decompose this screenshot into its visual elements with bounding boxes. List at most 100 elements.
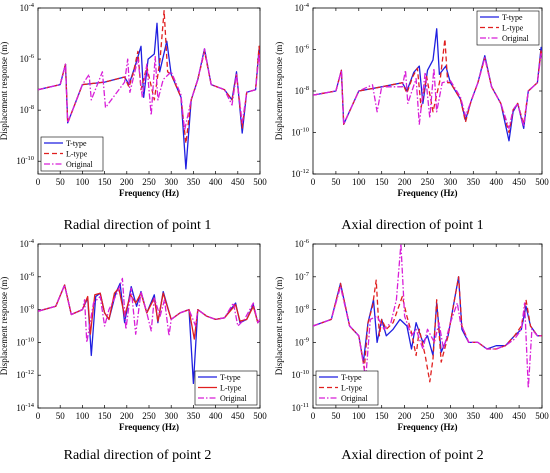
- series-l-type: [38, 9, 260, 145]
- y-axis-label: Displacement response (m): [0, 42, 9, 140]
- x-tick-label: 200: [120, 411, 134, 421]
- x-tick-label: 350: [187, 411, 201, 421]
- series-group: [38, 277, 260, 385]
- caption-axial-point-1: Axial direction of point 1: [341, 218, 484, 233]
- x-tick-label: 450: [231, 177, 245, 187]
- legend-entry: Original: [220, 394, 247, 403]
- chart-4: 0 50 100 150 200 250 300 350 400 450 500 10-11 10-10…: [274, 238, 549, 432]
- caption-radial-point-2: Radial direction of point 2: [63, 448, 212, 463]
- chart-2: 0 50 100 150 200 250 300 350 400 450 500 10-12 10-10…: [274, 2, 549, 198]
- x-axis-label: Frequency (Hz): [119, 422, 179, 432]
- legend-entry: L-type: [220, 384, 242, 393]
- y-tick-label: 10-8: [20, 104, 34, 115]
- y-tick-label: 10-4: [20, 238, 35, 249]
- legend-entry: T-type: [220, 373, 241, 382]
- x-tick-label: 100: [352, 177, 366, 187]
- y-tick-label: 10-14: [16, 402, 34, 413]
- x-tick-label: 450: [512, 177, 526, 187]
- x-tick-label: 450: [231, 411, 245, 421]
- caption-axial-point-2: Axial direction of point 2: [341, 448, 484, 463]
- x-tick-label: 400: [209, 411, 223, 421]
- y-tick-label: 10-10: [291, 127, 309, 138]
- x-tick-label: 400: [489, 411, 503, 421]
- legend-entry: L-type: [502, 24, 524, 33]
- x-tick-label: 350: [467, 411, 481, 421]
- x-tick-label: 400: [209, 177, 223, 187]
- series-group: [313, 28, 542, 142]
- x-tick-label: 250: [142, 177, 156, 187]
- legend-entry: T-type: [502, 13, 523, 22]
- x-tick-label: 350: [187, 177, 201, 187]
- x-tick-label: 50: [331, 411, 341, 421]
- y-tick-label: 10-10: [16, 336, 34, 347]
- series-l-type: [38, 284, 260, 340]
- x-tick-label: 450: [512, 411, 526, 421]
- x-tick-label: 0: [36, 177, 41, 187]
- x-tick-label: 500: [535, 411, 549, 421]
- legend-entry: Original: [341, 394, 368, 403]
- x-tick-label: 300: [444, 177, 458, 187]
- x-tick-label: 100: [352, 411, 366, 421]
- y-tick-label: 10-9: [295, 336, 309, 347]
- legend-entry: T-type: [66, 139, 87, 148]
- x-tick-label: 100: [76, 177, 90, 187]
- x-tick-label: 200: [120, 177, 134, 187]
- y-tick-label: 10-4: [295, 2, 310, 13]
- y-tick-label: 10-6: [20, 271, 35, 282]
- series-l-type: [313, 276, 542, 383]
- y-tick-label: 10-6: [295, 44, 310, 55]
- chart-1: 0 50 100 150 200 250 300 350 400 450 500 10-10 10-8 1…: [0, 2, 267, 198]
- series-original: [313, 244, 542, 389]
- y-tick-label: 10-8: [20, 304, 34, 315]
- y-tick-label: 10-11: [292, 402, 309, 413]
- x-tick-label: 100: [76, 411, 90, 421]
- y-tick-label: 10-4: [20, 2, 35, 13]
- x-tick-label: 200: [398, 177, 412, 187]
- legend-entry: Original: [66, 160, 93, 169]
- x-tick-label: 500: [253, 411, 267, 421]
- y-tick-label: 10-10: [16, 155, 34, 166]
- y-tick-label: 10-6: [295, 238, 310, 249]
- x-tick-label: 0: [311, 411, 316, 421]
- x-tick-label: 150: [98, 177, 112, 187]
- legend-entry: L-type: [66, 150, 88, 159]
- x-tick-label: 200: [398, 411, 412, 421]
- series-original: [38, 48, 260, 132]
- series-group: [313, 244, 542, 389]
- y-tick-label: 10-12: [16, 369, 34, 380]
- x-axis-label: Frequency (Hz): [119, 188, 179, 198]
- y-tick-label: 10-12: [291, 168, 309, 179]
- x-tick-label: 150: [375, 411, 389, 421]
- x-tick-label: 300: [164, 177, 178, 187]
- x-tick-label: 0: [36, 411, 41, 421]
- series-original: [313, 53, 542, 130]
- y-tick-label: 10-10: [291, 369, 309, 380]
- x-tick-label: 250: [421, 411, 435, 421]
- x-tick-label: 350: [467, 177, 481, 187]
- x-tick-label: 0: [311, 177, 316, 187]
- y-tick-label: 10-7: [295, 271, 310, 282]
- x-tick-label: 300: [164, 411, 178, 421]
- y-axis-label: Displacement response (m): [274, 277, 284, 375]
- x-tick-label: 50: [56, 177, 66, 187]
- caption-radial-point-1: Radial direction of point 1: [63, 218, 212, 233]
- x-tick-label: 50: [56, 411, 66, 421]
- series-t-type: [38, 22, 260, 170]
- x-tick-label: 500: [535, 177, 549, 187]
- legend-entry: Original: [502, 34, 529, 43]
- x-tick-label: 250: [142, 411, 156, 421]
- series-t-type: [38, 282, 260, 385]
- x-tick-label: 150: [375, 177, 389, 187]
- series-l-type: [313, 38, 542, 134]
- x-axis-label: Frequency (Hz): [397, 188, 457, 198]
- x-tick-label: 400: [489, 177, 503, 187]
- series-t-type: [313, 276, 542, 363]
- series-original: [38, 277, 260, 344]
- x-tick-label: 300: [444, 411, 458, 421]
